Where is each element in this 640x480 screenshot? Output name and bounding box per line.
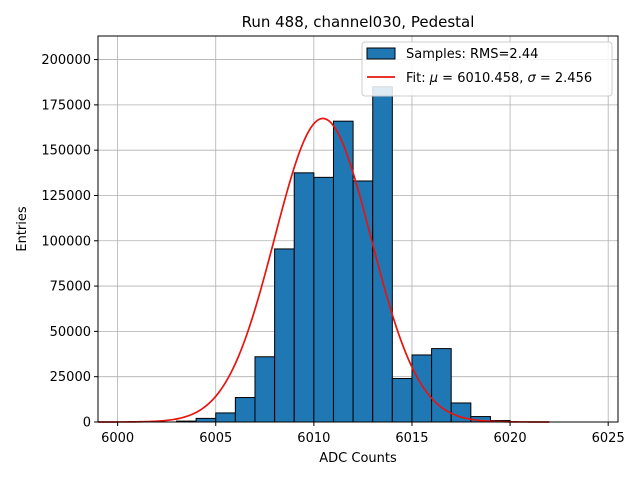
histogram-bar [215, 412, 236, 423]
histogram-bar [411, 354, 433, 423]
histogram-bar [274, 248, 295, 423]
legend: Samples: RMS=2.44 Fit: μ = 6010.458, σ =… [361, 41, 613, 97]
x-tick-label: 6015 [395, 431, 428, 446]
x-axis-label: ADC Counts [319, 451, 397, 466]
fit-layer [98, 117, 550, 423]
histogram-bar [313, 176, 334, 423]
histogram-bar [391, 378, 413, 423]
legend-fit-sigma-value: = 2.456 [536, 71, 592, 86]
y-tick-label: 200000 [41, 53, 91, 68]
y-tick-label: 50000 [50, 325, 91, 340]
legend-fit-mu-symbol: μ [429, 71, 438, 86]
x-tick-label: 6000 [101, 431, 134, 446]
legend-fit-sigma-symbol: σ [528, 71, 537, 86]
x-axis: 6000 6005 6010 6015 6020 6025 [101, 422, 625, 446]
histogram-bar [195, 417, 217, 423]
histogram-bar [332, 120, 354, 423]
x-tick-label: 6010 [297, 431, 330, 446]
histogram-bar [352, 180, 374, 423]
plot-area-frame [97, 35, 619, 423]
y-tick-label: 150000 [41, 144, 91, 159]
histogram-bar [254, 356, 276, 423]
y-tick-label: 0 [83, 416, 91, 431]
histogram-bar [234, 397, 256, 423]
legend-fit-prefix: Fit: [406, 71, 430, 86]
y-tick-label: 125000 [41, 189, 91, 204]
x-tick-label: 6020 [494, 431, 527, 446]
x-tick-label: 6025 [592, 431, 625, 446]
y-tick-label: 75000 [50, 280, 91, 295]
histogram-bar [293, 172, 315, 423]
y-tick-label: 25000 [50, 370, 91, 385]
legend-fit-mu-value: = 6010.458, [438, 71, 527, 86]
y-tick-label: 175000 [41, 98, 91, 113]
legend-box [361, 41, 613, 97]
y-axis: 0 25000 50000 75000 100000 125000 150000 175000… [41, 53, 98, 431]
fit-curve [98, 117, 550, 423]
legend-samples-label: Samples: RMS=2.44 [406, 47, 538, 62]
chart-title: Run 488, channel030, Pedestal [242, 13, 475, 31]
x-tick-label: 6005 [199, 431, 232, 446]
legend-fit-label: Fit: μ = 6010.458, σ = 2.456 [406, 71, 592, 86]
y-tick-label: 100000 [41, 234, 91, 249]
y-axis-label: Entries [15, 206, 30, 252]
legend-samples-swatch [366, 47, 396, 60]
